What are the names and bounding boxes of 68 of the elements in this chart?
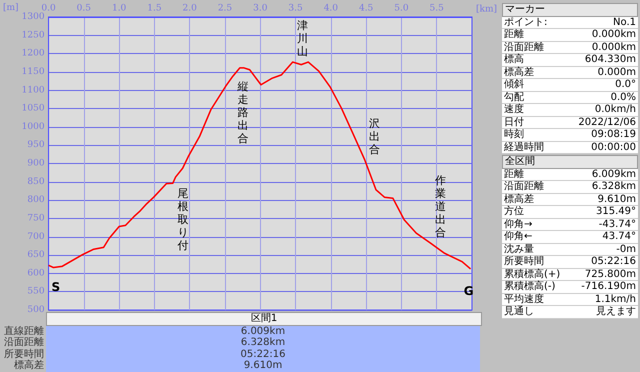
annotation: 津川山	[296, 19, 309, 58]
text: 勾配 0.0%	[504, 92, 636, 102]
text: 沈み量 -0m	[504, 244, 636, 254]
text: 標高 604.330m	[504, 54, 636, 65]
text: 所要時間 05:22:16	[504, 256, 636, 267]
text: 傾斜 0.0°	[504, 79, 636, 90]
text: 時刻 09:08:19	[504, 129, 636, 140]
annotation: S	[52, 280, 60, 294]
text: 仰角← 43.74°	[504, 231, 636, 242]
y-tick-label: 1100	[22, 85, 45, 96]
x-tick-label: 2.5	[218, 4, 232, 14]
text: 累積標高(-) -716.190m	[504, 281, 636, 292]
text: 日付 2022/12/06	[504, 116, 636, 128]
text: 累積標高(+) 725.800m	[504, 268, 636, 280]
x-tick-label: 1.5	[147, 4, 162, 14]
text: 全区間	[502, 155, 638, 168]
y-tick-label: 950	[27, 140, 45, 150]
y-tick-label: 1200	[22, 48, 45, 59]
x-tick-label: 5.5	[430, 4, 444, 14]
x-tick-label: 1.0	[112, 4, 127, 14]
y-tick-label: 850	[27, 176, 45, 187]
text: 距離 0.000km	[504, 29, 636, 40]
text: 沿面距離 6.328km	[4, 337, 286, 348]
x-tick-label: 0.5	[76, 4, 92, 14]
y-tick-label: 750	[27, 213, 45, 224]
x-tick-label: 3.5	[288, 4, 303, 14]
x-axis-title: [km]	[476, 4, 498, 14]
text: 経過時間 00:00:00	[504, 142, 636, 152]
text: 平均速度 1.1km/h	[504, 294, 636, 304]
text: 標高差 0.000m	[504, 66, 636, 78]
text: 標高差 9.610m	[14, 360, 282, 371]
text: 方位 315.49°	[504, 206, 636, 217]
y-tick-label: 1300	[22, 12, 45, 22]
text: 仰角→ -43.74°	[504, 218, 636, 230]
text: 沿面距離 0.000km	[504, 42, 636, 52]
text: 直線距離 6.009km	[4, 326, 286, 336]
y-tick-label: 900	[27, 158, 45, 168]
text: 沿面距離 6.328km	[504, 181, 636, 192]
x-tick-label: 4.0	[324, 4, 338, 14]
x-tick-label: 2.0	[182, 4, 198, 14]
y-axis-title: [m]	[2, 3, 19, 14]
y-tick-label: 500	[27, 305, 45, 315]
text: 標高差 9.610m	[504, 194, 636, 204]
x-tick-label: 4.5	[358, 4, 374, 14]
y-tick-label: 1150	[22, 66, 45, 77]
text: マーカー	[502, 3, 638, 16]
text: 所要時間 05:22:16	[4, 348, 286, 360]
y-tick-label: 1050	[22, 104, 45, 114]
line-series	[48, 61, 472, 270]
y-tick-label: 550	[27, 286, 45, 297]
text: 速度 0.0km/h	[504, 104, 636, 115]
y-tick-label: 1250	[22, 30, 45, 40]
text: 見通し 見えます	[504, 306, 636, 317]
y-tick-label: 800	[27, 195, 45, 206]
text: 距離 6.009km	[504, 168, 636, 180]
annotation: 尾根取り付	[176, 187, 189, 252]
x-tick-label: 3.0	[253, 4, 268, 14]
annotation: 縦走路出合	[236, 80, 249, 146]
text: ポイント: No.1	[504, 16, 636, 28]
annotation: 作業道出合	[434, 174, 446, 239]
x-tick-label: 5.0	[394, 4, 409, 14]
y-tick-label: 600	[27, 268, 45, 278]
y-tick-label: 1000	[22, 122, 45, 132]
text: 区間1	[46, 312, 482, 326]
annotation: 沢出合	[368, 116, 381, 156]
x-tick-label: 0.0	[41, 4, 56, 14]
y-tick-label: 650	[27, 250, 45, 260]
y-tick-label: 700	[27, 232, 45, 242]
